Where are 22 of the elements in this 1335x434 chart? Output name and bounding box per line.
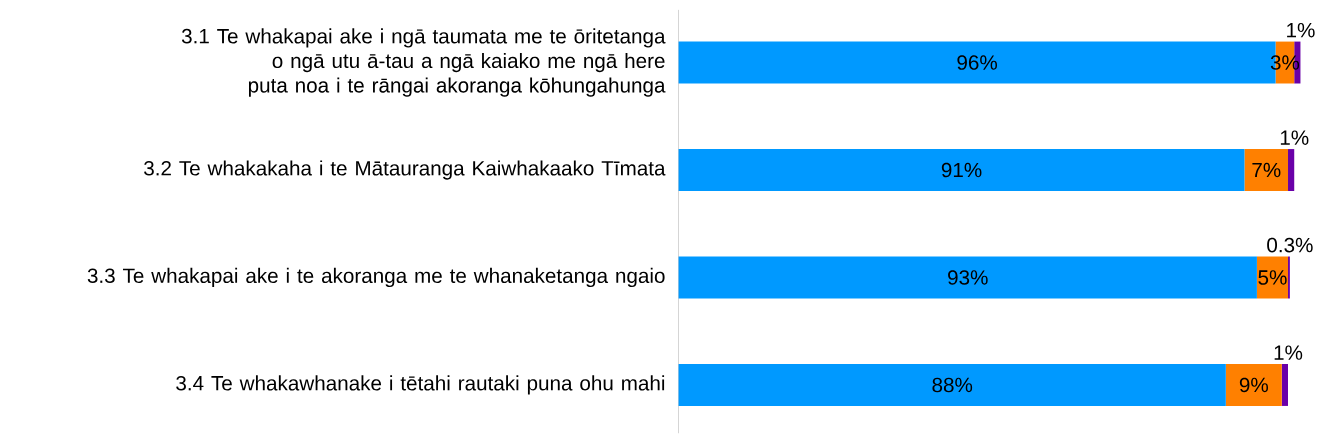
bar bbox=[678, 256, 1257, 299]
bar bbox=[1225, 364, 1282, 407]
y-tick-label: 3.4 Te whakawhanake i tētahi rautaki puna ohu mahi bbox=[176, 375, 665, 395]
data-label: 1% bbox=[1287, 23, 1315, 38]
data-label: 1% bbox=[1274, 345, 1303, 360]
bar bbox=[678, 149, 1245, 192]
data-label: 9% bbox=[1239, 377, 1269, 393]
data-label: 93% bbox=[948, 270, 988, 285]
y-tick-label: 3.2 Te whakakaha i te Mātauranga Kaiwhakaako Tīmata bbox=[144, 160, 666, 180]
data-label: 91% bbox=[941, 162, 982, 178]
data-label: 7% bbox=[1252, 162, 1281, 178]
data-label: 1% bbox=[1280, 130, 1309, 145]
data-label: 5% bbox=[1258, 270, 1287, 285]
bar bbox=[1288, 149, 1295, 192]
bar bbox=[678, 364, 1226, 407]
bar bbox=[1281, 364, 1289, 407]
data-label: 96% bbox=[957, 55, 998, 70]
data-label: 88% bbox=[932, 377, 973, 393]
data-label: 0.3% bbox=[1267, 237, 1313, 253]
bar bbox=[1244, 149, 1289, 192]
y-tick-label: 3.1 Te whakapai ake i ngā taumata me te ōritetanga o ngā utu ā-tau a ngā kaiako me ngā here puta noa i te rāngai akoranga kōhungahunga bbox=[181, 28, 666, 97]
y-tick-label: 3.3 Te whakapai ake i te akoranga me te whanaketanga ngaio bbox=[87, 267, 665, 288]
